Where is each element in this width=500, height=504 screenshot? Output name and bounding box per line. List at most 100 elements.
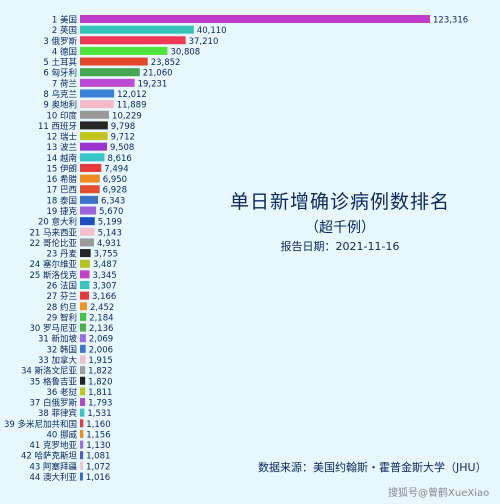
bar-label: 1 美国 — [52, 15, 77, 26]
bar — [80, 291, 89, 300]
bar-value-label: 7,494 — [104, 164, 128, 174]
bar-label: 38 菲律宾 — [38, 408, 77, 419]
bar-value-label: 6,950 — [103, 175, 127, 185]
bar-label: 11 西班牙 — [38, 121, 77, 132]
bar-label: 44 澳大利亚 — [29, 472, 77, 483]
bar — [80, 376, 86, 385]
bar-value-label: 30,808 — [170, 47, 200, 57]
bar-label: 41 克罗地亚 — [29, 440, 77, 451]
bar-value-label: 123,316 — [433, 16, 468, 26]
bar-label: 18 泰国 — [46, 195, 77, 206]
bar-value-label: 37,210 — [189, 37, 219, 47]
bar-value-label: 5,670 — [99, 207, 123, 217]
bar — [80, 78, 135, 87]
bar-label: 4 德国 — [52, 46, 77, 57]
bar-value-label: 2,006 — [89, 345, 113, 355]
bar — [80, 89, 115, 98]
bar — [80, 398, 86, 407]
bar — [80, 238, 94, 247]
bar-value-label: 5,199 — [98, 218, 122, 228]
bar-label: 12 瑞士 — [46, 132, 77, 143]
bar — [80, 249, 91, 258]
bar — [80, 429, 84, 438]
bar-label: 25 斯洛伐克 — [29, 270, 77, 281]
bar-value-label: 6,343 — [101, 196, 125, 206]
bar-label: 39 多米尼加共和国 — [4, 419, 77, 430]
bar — [80, 259, 90, 268]
bar-label: 29 智利 — [46, 312, 77, 323]
bar — [80, 408, 85, 417]
chart-title: 单日新增确诊病例数排名 — [229, 191, 450, 213]
bar-value-label: 1,130 — [86, 441, 110, 451]
bar — [80, 206, 97, 215]
bar-label: 28 约旦 — [46, 302, 77, 313]
bar-label: 30 罗马尼亚 — [29, 324, 77, 334]
bar-label: 36 老挝 — [46, 387, 77, 398]
bar-value-label: 4,931 — [97, 239, 121, 249]
bar-label: 5 土耳其 — [43, 57, 77, 68]
bar — [80, 142, 107, 151]
bar-value-label: 40,110 — [197, 26, 227, 36]
bar-label: 35 格鲁吉亚 — [29, 376, 77, 387]
bar-value-label: 1,016 — [86, 473, 110, 483]
bar-value-label: 10,229 — [112, 111, 142, 121]
bar — [80, 440, 84, 449]
bar — [80, 36, 186, 45]
bar-value-label: 2,069 — [89, 335, 113, 345]
bar-label: 19 捷克 — [46, 206, 77, 217]
bar-value-label: 6,928 — [103, 186, 127, 196]
bar-label: 33 加拿大 — [38, 355, 78, 366]
bar — [80, 46, 168, 55]
bar — [80, 174, 100, 183]
bar-label: 40 挪威 — [46, 429, 77, 440]
bar — [80, 195, 99, 204]
bar-value-label: 1,820 — [88, 377, 112, 387]
bar — [80, 344, 86, 353]
bar — [80, 472, 83, 481]
bar-label: 8 乌克兰 — [43, 89, 77, 100]
bar — [80, 153, 105, 162]
bar-value-label: 23,852 — [151, 58, 181, 68]
bar-value-label: 5,143 — [98, 228, 122, 238]
bar-value-label: 12,012 — [117, 90, 147, 100]
bar — [80, 312, 87, 321]
watermark: 搜狐号@曾鹤XueXiao — [388, 488, 490, 499]
bar — [80, 132, 108, 141]
bar — [80, 461, 84, 470]
bar — [80, 121, 108, 130]
bar-label: 7 荷兰 — [52, 78, 77, 89]
report-date: 报告日期：2021-11-16 — [280, 240, 400, 253]
bar-label: 14 越南 — [46, 153, 77, 164]
bar-label: 9 奥地利 — [43, 100, 77, 111]
bar-value-label: 21,060 — [143, 69, 173, 79]
bar-value-label: 3,487 — [93, 260, 117, 270]
bar-value-label: 11,889 — [117, 101, 147, 111]
bar-label: 23 丹麦 — [46, 249, 77, 260]
bar-label: 31 新加坡 — [38, 334, 78, 345]
chart-subtitle: （超千例） — [305, 220, 375, 236]
bar — [80, 451, 84, 460]
bar-label: 16 希腊 — [46, 174, 77, 185]
bar-value-label: 1,822 — [88, 367, 112, 377]
bar — [80, 302, 87, 311]
bar-value-label: 2,184 — [89, 313, 113, 323]
bar — [80, 227, 95, 236]
bar-label: 2 英国 — [52, 25, 77, 36]
bar-label: 34 斯洛文尼亚 — [21, 366, 78, 377]
bar-label: 10 印度 — [46, 110, 77, 121]
bar — [80, 270, 90, 279]
bar-label: 37 白俄罗斯 — [29, 398, 77, 409]
bar — [80, 323, 87, 332]
bar-value-label: 9,712 — [111, 133, 135, 143]
bar — [80, 68, 140, 77]
bar-value-label: 2,136 — [89, 324, 113, 334]
bar — [80, 25, 194, 34]
bar — [80, 217, 95, 226]
bar-value-label: 8,616 — [107, 154, 131, 164]
bar-label: 42 哈萨克斯坦 — [21, 451, 78, 462]
bar-label: 32 韩国 — [46, 344, 77, 355]
bar-label: 27 芬兰 — [46, 291, 77, 302]
bar-value-label: 3,345 — [92, 271, 116, 281]
